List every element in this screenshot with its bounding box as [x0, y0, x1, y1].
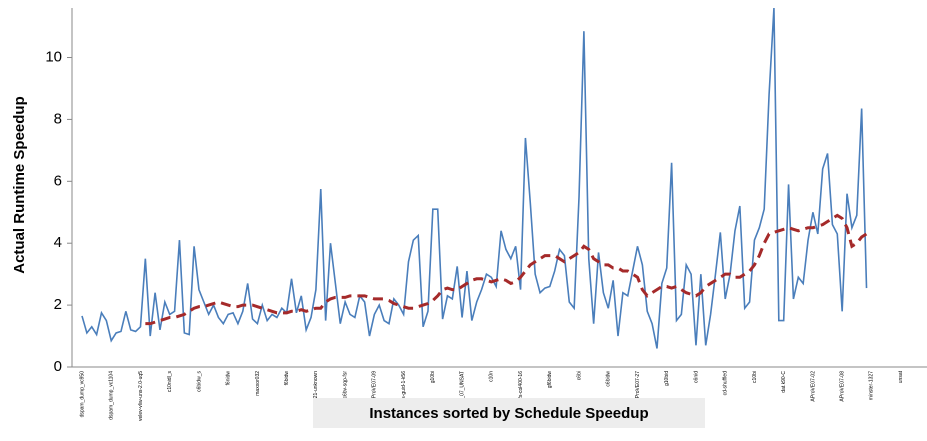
x-tick-label: AProVE07-02 — [810, 371, 816, 402]
y-tick-label: 2 — [54, 296, 62, 313]
x-tick-label: c10n — [489, 371, 495, 382]
series-line — [145, 213, 868, 326]
x-tick-label: c6bidw_s — [196, 371, 202, 392]
x-tick-label: rpoc_xits_07_UNSAT — [459, 371, 465, 419]
x-tick-label: c6bidw — [606, 371, 612, 387]
x-tick-label: schup-l2s-guid-1-k56 — [401, 371, 407, 418]
x-tick-label: ks-4-rpc5-h21-unknown — [313, 371, 319, 424]
x-tick-label: c6bi — [576, 371, 582, 380]
x-tick-label: dat.k90-C — [781, 371, 787, 393]
x-tick-label: unsat — [898, 370, 904, 383]
x-tick-label: dspam_dump_vc950 — [79, 371, 85, 418]
y-tick-label: 10 — [45, 48, 62, 65]
x-tick-label: AProVE07-27 — [635, 371, 641, 402]
x-tick-label: f6nidw — [226, 371, 232, 386]
x-tick-label: f6bidw — [284, 371, 290, 386]
x-tick-label: maxxor032 — [255, 371, 261, 396]
x-tick-label: post-c32s-col400-16 — [518, 371, 524, 417]
y-tick-label: 0 — [54, 358, 62, 375]
x-tick-label: AProVE07-08 — [839, 371, 845, 402]
x-axis-title: Instances sorted by Schedule Speedup — [369, 405, 648, 422]
series-line — [81, 7, 868, 349]
y-axis-title: Actual Runtime Speedup — [11, 96, 28, 274]
x-tick-label: AProVE07-09 — [372, 371, 378, 402]
x-tick-label: velev-vliw-uns-2.0-uq5 — [138, 371, 144, 421]
x-tick-label: dspam_dump_vc1104 — [109, 371, 115, 420]
x-tick-label: minster-1327 — [869, 371, 875, 400]
x-tick-label: g10bi — [430, 371, 436, 383]
x-tick-label: c10nidl_s — [167, 371, 173, 393]
y-tick-label: 6 — [54, 172, 62, 189]
y-tick-label: 4 — [54, 234, 62, 251]
x-tick-label: g10bid — [664, 371, 670, 386]
x-tick-label: sm1lb-c6bv-sqp-fsr — [342, 371, 348, 414]
x-tick-label: c6nid — [693, 371, 699, 383]
y-tick-label: 8 — [54, 110, 62, 127]
x-tick-label: cd-shuffled — [723, 371, 729, 396]
x-tick-label: c10bi — [752, 371, 758, 383]
x-tick-label: gf6bidw — [547, 371, 553, 389]
x-axis-title-box — [313, 398, 705, 428]
